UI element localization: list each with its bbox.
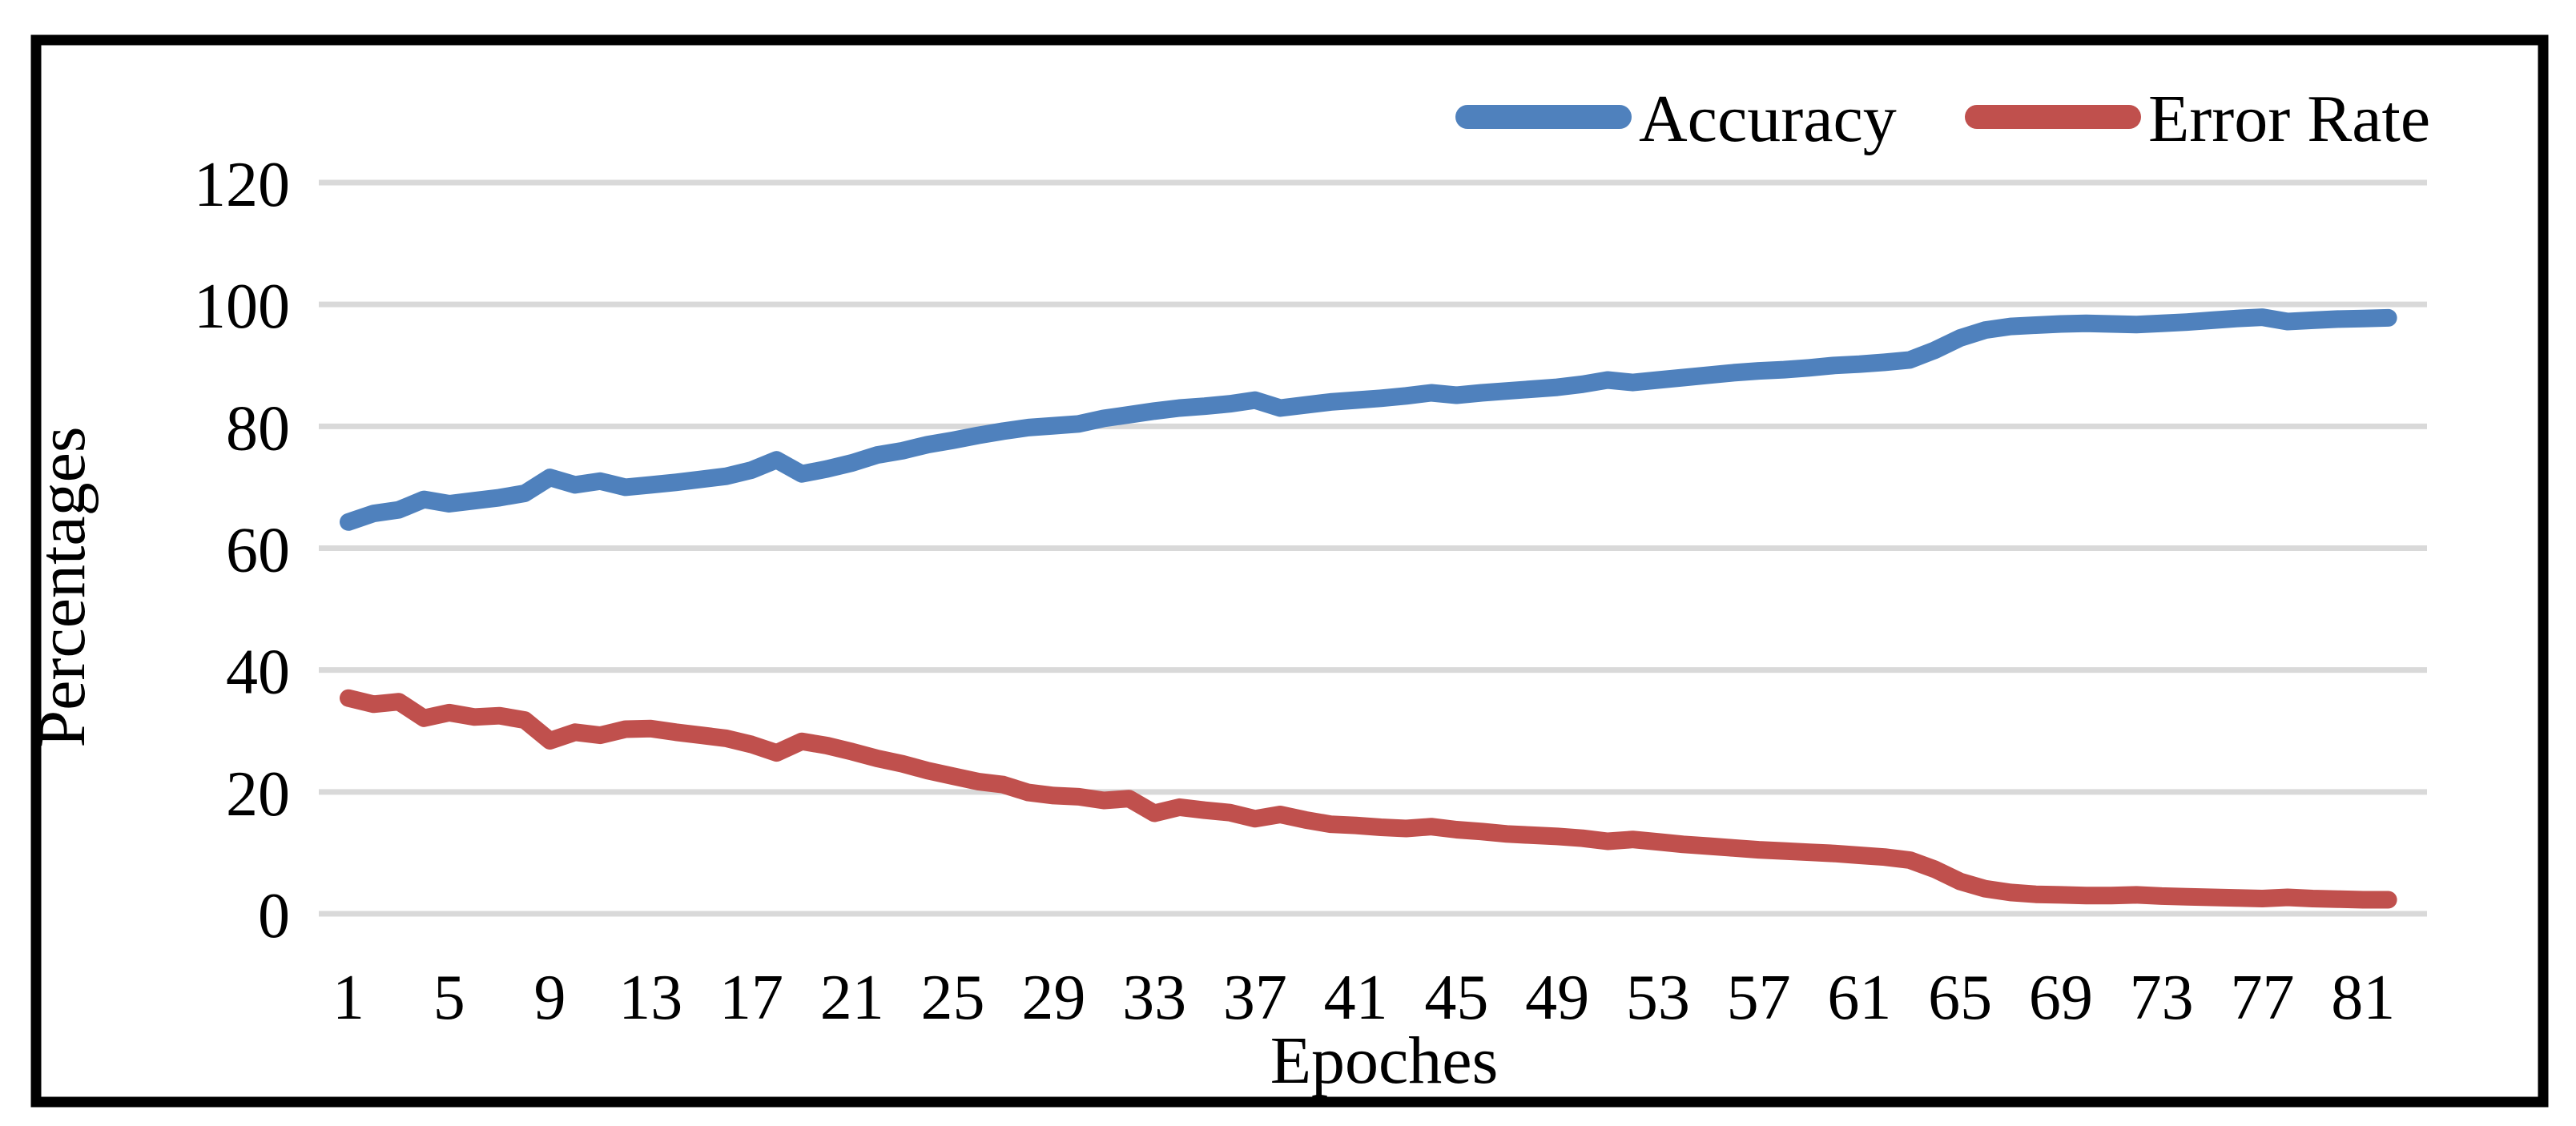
y-tick-label-80: 80	[226, 393, 290, 464]
x-tick-label-81: 81	[2331, 963, 2395, 1033]
x-tick-label-33: 33	[1122, 963, 1186, 1033]
x-tick-label-5: 5	[433, 963, 465, 1033]
x-tick-label-69: 69	[2029, 963, 2093, 1033]
x-tick-label-41: 41	[1324, 963, 1388, 1033]
y-tick-label-20: 20	[226, 759, 290, 830]
x-tick-label-37: 37	[1223, 963, 1287, 1033]
gridlines	[319, 179, 2427, 917]
y-axis-title: Percentages	[25, 426, 99, 747]
chart-outer-border	[30, 34, 2549, 1108]
x-tick-label-9: 9	[534, 963, 566, 1033]
x-tick-label-57: 57	[1727, 963, 1791, 1033]
error-rate-line	[340, 689, 2397, 909]
y-tick-label-120: 120	[194, 150, 290, 220]
x-tick-label-17: 17	[719, 963, 783, 1033]
x-tick-label-53: 53	[1626, 963, 1690, 1033]
legend: Accuracy Error Rate	[1455, 82, 2430, 156]
x-tick-label-29: 29	[1021, 963, 1085, 1033]
x-tick-label-77: 77	[2230, 963, 2294, 1033]
x-axis-tick-labels: 1 5 9 13 17 21 25 29 33 37 41 45 49 53 57 61 65 69 73 77 81	[332, 963, 2395, 1033]
x-tick-label-49: 49	[1525, 963, 1589, 1033]
x-axis-title: Epoches	[1270, 1023, 1499, 1098]
x-tick-label-73: 73	[2130, 963, 2194, 1033]
x-tick-label-1: 1	[332, 963, 364, 1033]
x-tick-label-21: 21	[820, 963, 884, 1033]
y-tick-label-0: 0	[258, 881, 290, 951]
y-axis-tick-labels: 0 20 40 60 80 100 120	[194, 150, 290, 951]
x-tick-label-13: 13	[618, 963, 682, 1033]
x-tick-label-45: 45	[1424, 963, 1488, 1033]
accuracy-line	[340, 308, 2397, 531]
x-tick-label-65: 65	[1928, 963, 1992, 1033]
y-tick-label-60: 60	[226, 516, 290, 586]
y-tick-label-40: 40	[226, 637, 290, 708]
legend-label-error-rate: Error Rate	[2148, 82, 2430, 156]
series-lines	[340, 308, 2397, 909]
x-tick-label-61: 61	[1827, 963, 1891, 1033]
y-tick-label-100: 100	[194, 271, 290, 342]
legend-label-accuracy: Accuracy	[1639, 82, 1897, 156]
x-tick-label-25: 25	[921, 963, 985, 1033]
